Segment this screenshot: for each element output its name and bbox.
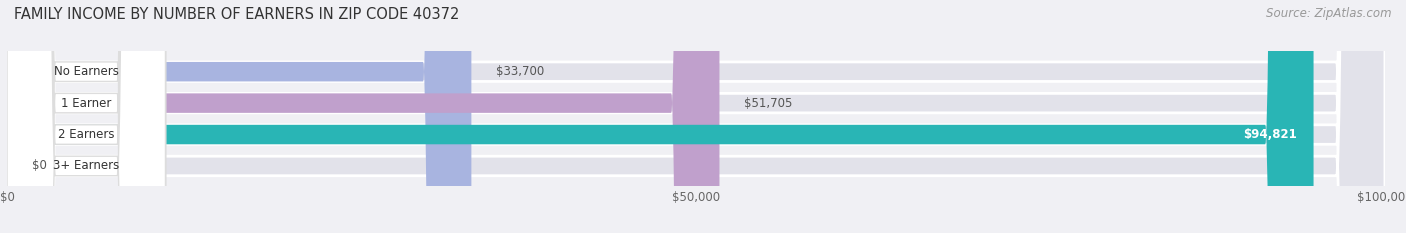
FancyBboxPatch shape xyxy=(7,0,166,233)
Text: No Earners: No Earners xyxy=(53,65,118,78)
Text: 3+ Earners: 3+ Earners xyxy=(53,159,120,172)
FancyBboxPatch shape xyxy=(7,0,720,233)
Text: Source: ZipAtlas.com: Source: ZipAtlas.com xyxy=(1267,7,1392,20)
Text: $94,821: $94,821 xyxy=(1243,128,1296,141)
Text: $0: $0 xyxy=(32,159,46,172)
FancyBboxPatch shape xyxy=(7,0,1385,233)
Text: $51,705: $51,705 xyxy=(744,97,793,110)
FancyBboxPatch shape xyxy=(7,0,166,233)
FancyBboxPatch shape xyxy=(7,0,166,233)
Text: FAMILY INCOME BY NUMBER OF EARNERS IN ZIP CODE 40372: FAMILY INCOME BY NUMBER OF EARNERS IN ZI… xyxy=(14,7,460,22)
FancyBboxPatch shape xyxy=(7,0,1313,233)
FancyBboxPatch shape xyxy=(7,0,166,233)
FancyBboxPatch shape xyxy=(7,0,1385,233)
Text: $33,700: $33,700 xyxy=(496,65,544,78)
Text: 1 Earner: 1 Earner xyxy=(60,97,111,110)
FancyBboxPatch shape xyxy=(7,0,1385,233)
FancyBboxPatch shape xyxy=(7,0,471,233)
Text: 2 Earners: 2 Earners xyxy=(58,128,114,141)
FancyBboxPatch shape xyxy=(7,0,1385,233)
